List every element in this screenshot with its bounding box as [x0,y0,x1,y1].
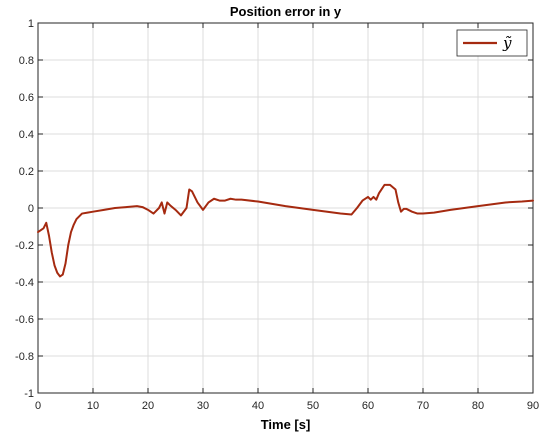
y-tick-label: 0.2 [19,166,34,178]
x-tick-label: 80 [472,400,484,412]
x-tick-label: 40 [252,400,264,412]
y-tick-label: 0 [28,203,34,215]
y-tick-label: 0.6 [19,92,34,104]
legend-entry-label: ỹ [502,34,512,52]
x-tick-label: 70 [417,400,429,412]
x-tick-label: 60 [362,400,374,412]
y-tick-label: -0.8 [15,351,34,363]
y-tick-label: -0.6 [15,314,34,326]
legend: ỹ [456,29,528,57]
x-tick-label: 90 [527,400,539,412]
series-layer [37,183,534,278]
x-tick-label: 50 [307,400,319,412]
y-axis: -1 -0.8 -0.6 -0.4 -0.2 0 0.2 0.4 0.6 0.8 1 [15,18,533,400]
x-tick-label: 0 [35,400,41,412]
chart-title: Position error in y [230,4,342,19]
series-line [37,183,534,278]
x-tick-label: 10 [87,400,99,412]
x-axis: 0 10 20 30 40 50 60 70 80 90 [35,23,539,412]
y-tick-label: 0.4 [19,129,34,141]
x-tick-label: 20 [142,400,154,412]
y-tick-label: 1 [28,18,34,30]
x-axis-label: Time [s] [261,417,311,432]
x-tick-label: 30 [197,400,209,412]
y-tick-label: 0.8 [19,55,34,67]
y-tick-label: -0.2 [15,240,34,252]
y-tick-label: -0.4 [15,277,34,289]
y-tick-label: -1 [24,388,34,400]
